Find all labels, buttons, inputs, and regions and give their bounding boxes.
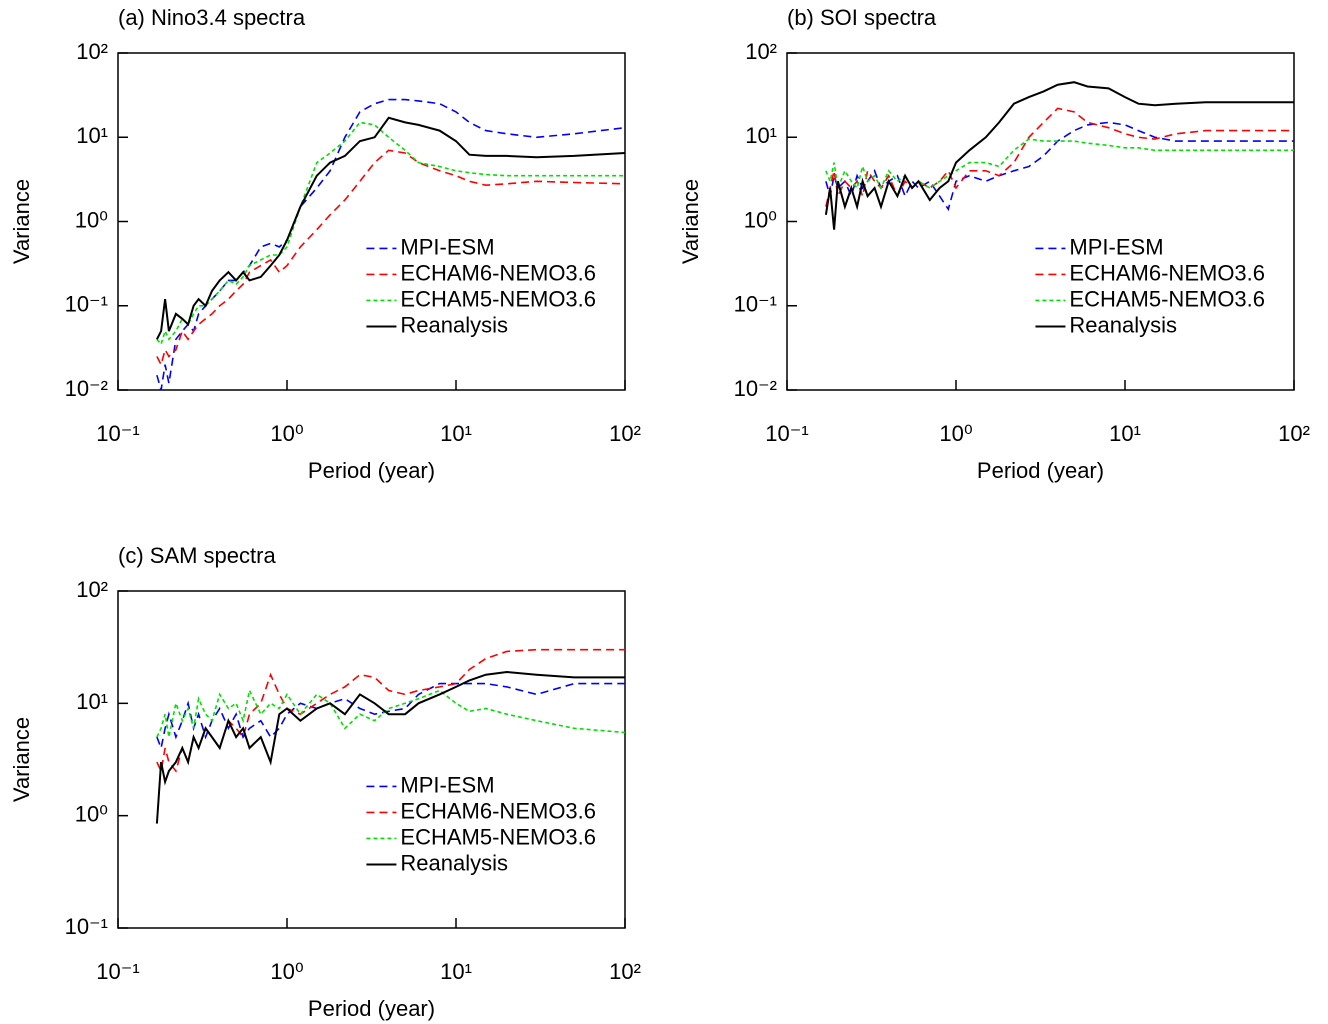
y-tick-label: 10¹: [745, 123, 777, 148]
y-tick-label: 10⁰: [75, 207, 108, 232]
x-tick-label: 10⁻¹: [96, 421, 139, 446]
x-tick-label: 10¹: [440, 421, 472, 446]
panel-title: (a) Nino3.4 spectra: [118, 5, 306, 30]
x-tick-label: 10⁰: [270, 421, 303, 446]
series-line: [156, 149, 626, 367]
series-line: [825, 107, 1294, 207]
x-tick-label: 10²: [609, 959, 641, 984]
legend-label: Reanalysis: [1069, 312, 1177, 337]
y-tick-label: 10⁻¹: [65, 292, 108, 317]
y-tick-label: 10⁻²: [65, 376, 108, 401]
y-tick-label: 10¹: [76, 123, 108, 148]
x-tick-label: 10⁻¹: [765, 421, 808, 446]
series-line: [156, 682, 625, 751]
series-line: [824, 81, 1294, 230]
y-axis-label: Variance: [678, 179, 703, 264]
x-tick-label: 10¹: [440, 959, 472, 984]
legend-label: ECHAM5-NEMO3.6: [400, 824, 596, 849]
series-line: [156, 116, 626, 340]
x-tick-label: 10²: [609, 421, 641, 446]
x-tick-label: 10¹: [1109, 421, 1141, 446]
x-tick-label: 10⁻¹: [96, 959, 139, 984]
series-line: [825, 121, 1294, 212]
legend-label: MPI-ESM: [1069, 234, 1163, 259]
y-tick-label: 10⁻¹: [734, 292, 777, 317]
x-tick-label: 10⁰: [939, 421, 972, 446]
legend-label: ECHAM5-NEMO3.6: [400, 286, 596, 311]
legend-label: MPI-ESM: [400, 772, 494, 797]
x-tick-label: 10²: [1278, 421, 1310, 446]
y-tick-label: 10²: [745, 39, 777, 64]
series-line: [156, 648, 625, 774]
y-tick-label: 10⁻¹: [65, 914, 108, 939]
x-tick-label: 10⁰: [270, 959, 303, 984]
y-tick-label: 10²: [76, 39, 108, 64]
series-line: [156, 688, 626, 738]
y-tick-label: 10²: [76, 577, 108, 602]
plot-frame: [117, 52, 626, 391]
series-line: [155, 670, 625, 824]
legend-label: MPI-ESM: [400, 234, 494, 259]
y-tick-label: 10⁰: [744, 207, 777, 232]
legend-label: Reanalysis: [400, 850, 508, 875]
panel-title: (b) SOI spectra: [787, 5, 937, 30]
legend-label: ECHAM6-NEMO3.6: [1069, 260, 1265, 285]
y-tick-label: 10¹: [76, 689, 108, 714]
series-line: [156, 98, 626, 391]
y-tick-label: 10⁰: [75, 801, 108, 826]
y-axis-label: Variance: [9, 717, 34, 802]
legend-label: ECHAM6-NEMO3.6: [400, 798, 596, 823]
panel-title: (c) SAM spectra: [118, 543, 276, 568]
legend-label: Reanalysis: [400, 312, 508, 337]
plot-frame: [117, 590, 626, 929]
legend-label: ECHAM6-NEMO3.6: [400, 260, 596, 285]
y-tick-label: 10⁻²: [734, 376, 777, 401]
y-axis-label: Variance: [9, 179, 34, 264]
series-line: [825, 138, 1294, 192]
x-axis-label: Period (year): [308, 458, 435, 483]
legend-label: ECHAM5-NEMO3.6: [1069, 286, 1265, 311]
x-axis-label: Period (year): [977, 458, 1104, 483]
x-axis-label: Period (year): [308, 996, 435, 1021]
plot-frame: [786, 52, 1295, 391]
